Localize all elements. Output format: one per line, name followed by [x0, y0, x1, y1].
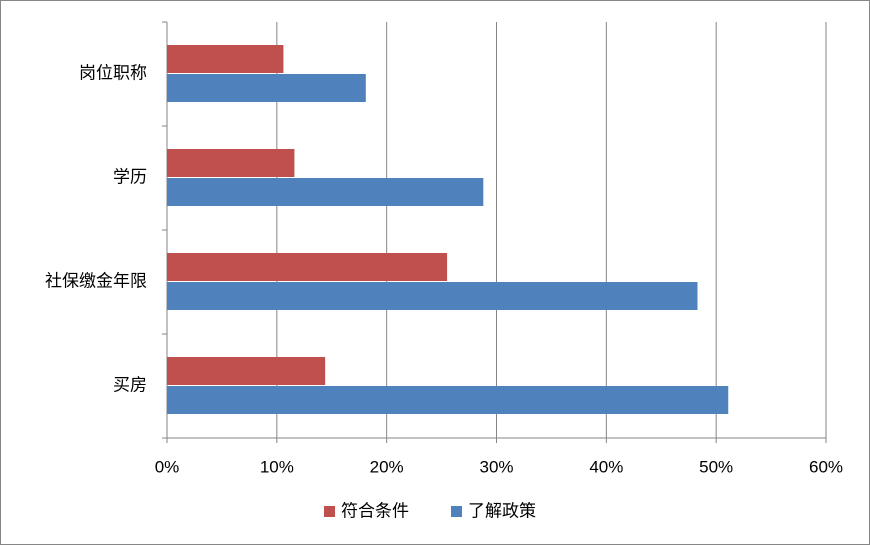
x-tick-label: 0% [155, 457, 180, 476]
y-tick-label: 社保缴金年限 [45, 271, 147, 290]
bar [167, 149, 295, 177]
legend-swatch [451, 506, 462, 517]
bar [167, 45, 284, 73]
x-tick-label: 40% [589, 457, 623, 476]
y-tick-label: 买房 [113, 375, 147, 394]
y-tick-label: 学历 [113, 167, 147, 186]
x-tick-label: 30% [479, 457, 513, 476]
legend-label: 符合条件 [341, 501, 409, 520]
bar [167, 74, 366, 102]
legend-label: 了解政策 [468, 501, 536, 520]
bar [167, 386, 729, 414]
bar [167, 178, 484, 206]
x-tick-label: 50% [699, 457, 733, 476]
legend-swatch [324, 506, 335, 517]
bar [167, 282, 698, 310]
x-tick-label: 10% [260, 457, 294, 476]
y-tick-label: 岗位职称 [79, 63, 147, 82]
bar [167, 253, 448, 281]
x-tick-label: 60% [809, 457, 843, 476]
bar [167, 357, 326, 385]
x-tick-label: 20% [370, 457, 404, 476]
